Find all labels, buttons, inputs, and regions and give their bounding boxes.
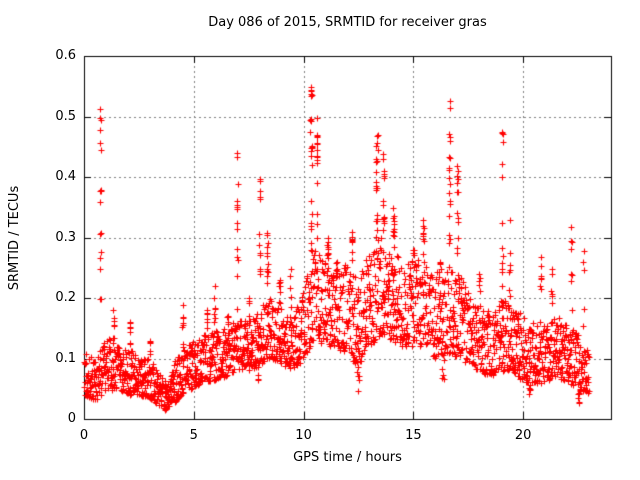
y-tick-label: 0.2 [55,290,76,305]
y-tick-label: 0.3 [55,229,76,245]
x-tick-label: 20 [514,428,532,443]
y-tick-label: 0.5 [55,108,76,124]
y-tick-label: 0 [67,411,76,426]
x-tick-label: 10 [295,428,312,443]
x-tick-label: 0 [79,428,89,443]
plot-title: Day 086 of 2015, SRMTID for receiver gra… [208,15,487,30]
x-tick-label: 15 [405,428,422,443]
y-tick-label: 0.6 [55,48,76,63]
y-tick-label: 0.1 [55,350,76,366]
x-tick-label: 5 [189,428,198,443]
x-axis-label: GPS time / hours [293,450,402,465]
y-tick-label: 0.4 [55,169,76,184]
